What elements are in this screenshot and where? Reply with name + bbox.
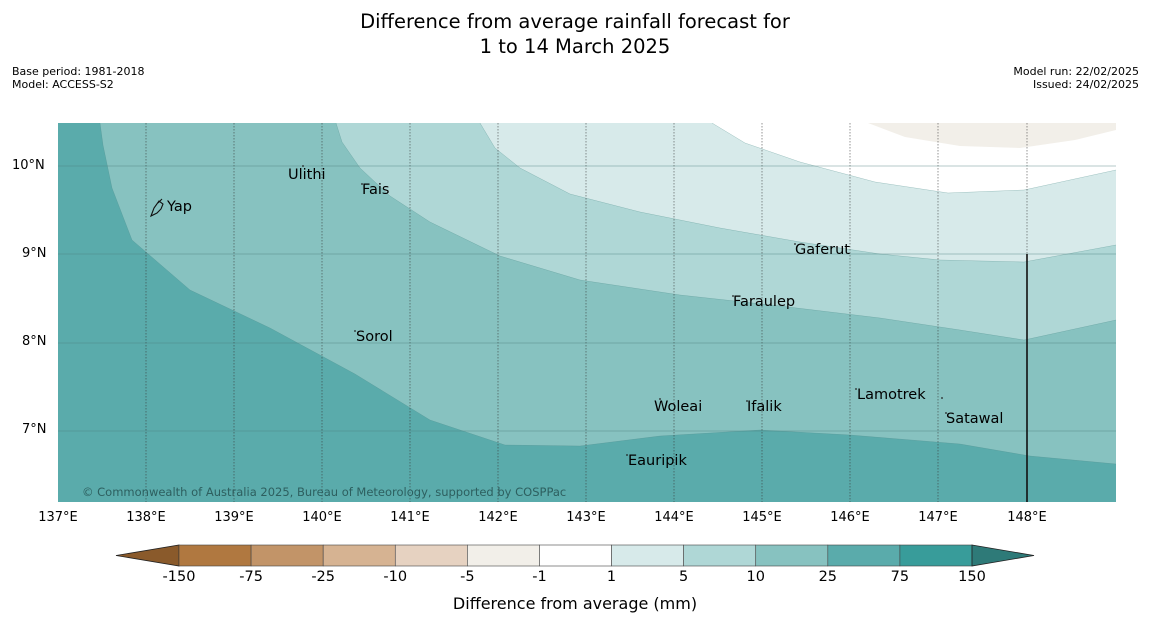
place-woleai: Woleai [654, 399, 703, 415]
colorbar-tick-label: 75 [890, 569, 910, 585]
colorbar-tick-label: -25 [311, 569, 336, 585]
colorbar-tick-label: 10 [746, 569, 765, 585]
title-line-2: 1 to 14 March 2025 [479, 35, 671, 58]
place-yap: Yap [167, 199, 192, 215]
lon-label-139e: 139°E [214, 510, 254, 525]
atoll-dots [302, 165, 947, 456]
colorbar [115, 544, 1035, 567]
lon-label-143e: 143°E [566, 510, 606, 525]
place-sorol: Sorol [356, 329, 393, 345]
place-satawal: Satawal [946, 411, 1004, 427]
lat-label-8n: 8°N [22, 334, 47, 349]
lon-label-138e: 138°E [126, 510, 166, 525]
colorbar-label: Difference from average (mm) [452, 594, 698, 613]
lon-label-147e: 147°E [918, 510, 958, 525]
place-lamotrek: Lamotrek [857, 387, 926, 403]
colorbar-swatch [322, 544, 396, 567]
lon-label-140e: 140°E [302, 510, 342, 525]
colorbar-swatch [827, 544, 901, 567]
colorbar-tick-label: 25 [818, 569, 838, 585]
lat-label-9n: 9°N [22, 246, 47, 261]
colorbar-tick-label: 150 [958, 569, 986, 585]
colorbar-tick-label: -150 [162, 569, 196, 585]
lat-label-7n: 7°N [22, 422, 47, 437]
colorbar-extend-low [115, 544, 180, 567]
title-line-1: Difference from average rainfall forecas… [360, 10, 790, 33]
colorbar-tick-label: -1 [532, 569, 547, 585]
place-ulithi: Ulithi [288, 167, 326, 183]
contour-lines [99, 123, 1116, 465]
lon-label-148e: 148°E [1007, 510, 1047, 525]
map-title: Difference from average rainfall forecas… [0, 9, 1150, 59]
meta-left: Base period: 1981-2018 Model: ACCESS-S2 [12, 65, 144, 91]
colorbar-swatch [467, 544, 540, 567]
lat-label-10n: 10°N [12, 158, 45, 173]
lon-label-146e: 146°E [830, 510, 870, 525]
lon-label-137e: 137°E [38, 510, 78, 525]
model-run-text: Model run: 22/02/2025 [1013, 65, 1139, 78]
model-text: Model: ACCESS-S2 [12, 78, 114, 91]
meta-right: Model run: 22/02/2025 Issued: 24/02/2025 [1013, 65, 1139, 91]
colorbar-tick-label: -5 [460, 569, 475, 585]
place-eauripik: Eauripik [628, 453, 687, 469]
base-period-text: Base period: 1981-2018 [12, 65, 145, 78]
copyright-notice: © Commonwealth of Australia 2025, Bureau… [82, 485, 567, 499]
yap-island-outline [149, 198, 164, 218]
colorbar-swatch [755, 544, 829, 567]
band-minus-1-to-minus-5mm [868, 123, 1116, 148]
lon-label-141e: 141°E [390, 510, 430, 525]
colorbar-tick-label: 1 [606, 569, 617, 585]
place-ifalik: Ifalik [747, 399, 782, 415]
colorbar-tick-label: -10 [383, 569, 408, 585]
colorbar-swatch [683, 544, 757, 567]
colorbar-swatch [899, 544, 973, 567]
colorbar-swatch [394, 544, 468, 567]
colorbar-tick-label: -75 [239, 569, 263, 585]
map-area [58, 123, 1116, 502]
colorbar-extend-high [971, 544, 1035, 567]
colorbar-swatch [250, 544, 324, 567]
colorbar-swatch [178, 544, 252, 567]
issued-text: Issued: 24/02/2025 [1032, 78, 1139, 91]
colorbar-swatch [539, 544, 612, 567]
graticule [58, 123, 1116, 502]
lon-label-144e: 144°E [654, 510, 694, 525]
colorbar-swatch [611, 544, 684, 567]
lon-label-145e: 145°E [742, 510, 782, 525]
place-faraulep: Faraulep [733, 294, 796, 310]
place-gaferut: Gaferut [795, 242, 850, 258]
lon-label-142e: 142°E [478, 510, 518, 525]
colorbar-tick-label: 5 [679, 569, 689, 585]
place-fais: Fais [362, 182, 390, 198]
